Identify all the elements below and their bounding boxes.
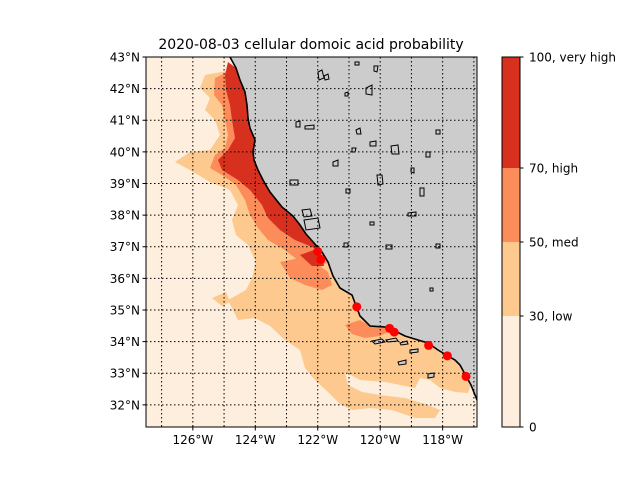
- colorbar-segment: [502, 168, 520, 242]
- lake-outline: [304, 124, 315, 130]
- prob-region-low-west: [212, 292, 230, 306]
- lon-tick-label: 124°W: [235, 433, 276, 447]
- lake-outline: [373, 65, 379, 73]
- prob-region-low-south: [300, 350, 440, 418]
- lake-outline: [303, 217, 321, 231]
- lat-tick-label: 33°N: [110, 367, 140, 381]
- colorbar-tick-label: 50, med: [529, 236, 579, 250]
- site-marker: [316, 254, 326, 264]
- longitude-axis: 126°W 124°W 122°W 120°W 118°W: [172, 427, 463, 447]
- lake-outline: [429, 287, 434, 292]
- land-area: [230, 57, 477, 400]
- lake-outline: [365, 84, 373, 96]
- colorbar-segment: [502, 316, 520, 427]
- lake-outline: [323, 73, 330, 81]
- colorbar-segment: [502, 57, 520, 168]
- lake-outline: [410, 167, 415, 174]
- prob-region-high-north: [218, 62, 322, 252]
- lake-outline: [390, 144, 400, 155]
- lake-outline: [344, 91, 349, 97]
- latitude-axis: 43°N 42°N 41°N 40°N 39°N 38°N 37°N 36°N 35°N 34°N…: [110, 51, 146, 412]
- lake-outline: [369, 140, 377, 147]
- map-title: 2020-08-03 cellular domoic acid probabil…: [158, 37, 463, 53]
- lon-tick-label: 126°W: [172, 433, 213, 447]
- colorbar-tick-label: 70, high: [529, 162, 578, 176]
- lake-outline: [419, 187, 425, 197]
- lake-outline: [435, 243, 441, 249]
- colorbar: 100, very high 70, high 50, med 30, low 0: [501, 51, 616, 435]
- island: [427, 372, 435, 379]
- lake-outline: [343, 242, 349, 248]
- channel-islands: [370, 337, 435, 379]
- site-marker: [313, 246, 323, 256]
- colorbar-tick-label: 100, very high: [529, 51, 616, 65]
- lake-outline: [435, 129, 441, 135]
- lat-tick-label: 36°N: [110, 272, 140, 286]
- site-marker: [442, 351, 452, 361]
- lake-outline: [385, 244, 393, 250]
- prob-region-med-south: [345, 320, 393, 338]
- coastline: [229, 57, 477, 401]
- map-frame: [145, 56, 478, 428]
- lake-outline: [332, 159, 339, 167]
- site-marker: [424, 340, 434, 350]
- lat-tick-label: 37°N: [110, 240, 140, 254]
- lon-tick-label: 122°W: [297, 433, 338, 447]
- lat-tick-label: 43°N: [110, 51, 140, 65]
- lat-tick-label: 35°N: [110, 303, 140, 317]
- lat-tick-label: 42°N: [110, 82, 140, 96]
- graticule: [146, 57, 477, 427]
- lat-tick-label: 38°N: [110, 209, 140, 223]
- colorbar-tick-label: 0: [529, 421, 537, 435]
- lake-outline: [407, 211, 417, 217]
- colorbar-segment: [502, 242, 520, 316]
- site-marker: [352, 302, 362, 312]
- lake-outline: [354, 61, 360, 66]
- lake-outline: [295, 120, 301, 128]
- lat-tick-label: 39°N: [110, 177, 140, 191]
- lake-outline: [376, 174, 384, 186]
- lat-tick-label: 40°N: [110, 145, 140, 159]
- lat-tick-label: 32°N: [110, 398, 140, 412]
- island: [397, 359, 407, 366]
- site-marker: [389, 327, 399, 337]
- lake-outline: [355, 127, 362, 135]
- lat-tick-label: 41°N: [110, 114, 140, 128]
- lake-outline: [425, 151, 431, 158]
- lon-tick-label: 118°W: [422, 433, 463, 447]
- island: [409, 348, 419, 354]
- lake-outline: [369, 221, 375, 226]
- colorbar-tick-label: 30, low: [529, 310, 573, 324]
- monitoring-sites: [313, 246, 471, 381]
- lon-tick-label: 120°W: [360, 433, 401, 447]
- map-area: [146, 57, 477, 427]
- site-marker: [461, 371, 471, 381]
- lat-tick-label: 34°N: [110, 335, 140, 349]
